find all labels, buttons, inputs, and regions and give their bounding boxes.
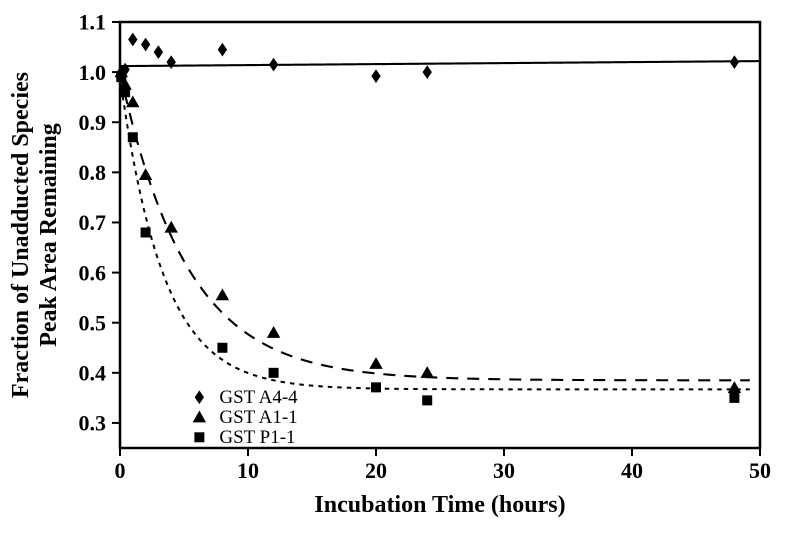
legend-label: GST A1-1	[219, 407, 297, 428]
chart-svg: 01020304050 0.30.40.50.60.70.80.91.01.1 …	[0, 0, 800, 545]
x-tick-label: 20	[365, 458, 387, 483]
data-point-triangle	[193, 411, 206, 423]
data-point-triangle	[139, 168, 152, 180]
x-tick-label: 10	[237, 458, 259, 483]
data-point-square	[128, 132, 138, 142]
data-points	[115, 33, 742, 406]
y-tick-labels: 0.3 0.4 0.5 0.6 0.7 0.8 0.9 1.0 1.1	[79, 10, 107, 436]
y-tick-label: 0.9	[79, 110, 107, 135]
y-tick-label: 0.8	[79, 160, 107, 185]
data-point-diamond	[154, 45, 163, 59]
data-point-diamond	[423, 65, 432, 79]
chart-container: { "chart": { "type": "scatter-with-fit",…	[0, 0, 800, 545]
data-point-diamond	[128, 33, 137, 47]
x-axis-title: Incubation Time (hours)	[314, 492, 565, 518]
data-point-diamond	[167, 55, 176, 69]
data-point-triangle	[420, 366, 433, 378]
fit-line-GST-P1-1	[120, 77, 750, 389]
data-point-square	[141, 227, 151, 237]
x-tick-labels: 0 10 20 30 40 50	[115, 458, 772, 483]
legend-label: GST A4-4	[219, 387, 298, 408]
plot-frame	[120, 22, 760, 448]
y-axis-title-line2: Peak Area Remaining	[36, 123, 62, 347]
x-tick-label: 30	[493, 458, 515, 483]
data-point-triangle	[126, 95, 139, 107]
x-tick-label: 40	[621, 458, 643, 483]
data-point-diamond	[730, 55, 739, 69]
data-point-diamond	[141, 38, 150, 52]
data-point-triangle	[216, 288, 229, 300]
data-point-square	[194, 432, 204, 442]
legend-label: GST P1-1	[219, 427, 295, 448]
data-point-square	[729, 393, 739, 403]
y-tick-label: 1.1	[79, 10, 107, 35]
data-point-square	[217, 343, 227, 353]
y-axis-title-line1: Fraction of Unadducted Species	[8, 72, 34, 398]
data-point-diamond	[371, 69, 380, 83]
x-tick-label: 0	[115, 458, 126, 483]
y-tick-label: 0.4	[79, 361, 107, 386]
legend: GST A4-4GST A1-1GST P1-1	[193, 387, 299, 448]
data-point-diamond	[218, 43, 227, 57]
fit-lines	[120, 61, 760, 389]
y-tick-label: 0.7	[79, 210, 107, 235]
x-tick-label: 50	[749, 458, 771, 483]
data-point-square	[371, 382, 381, 392]
data-point-square	[422, 395, 432, 405]
data-point-diamond	[195, 390, 204, 404]
y-tick-label: 1.0	[79, 60, 107, 85]
fit-line-GST-A1-1	[120, 72, 750, 380]
data-point-square	[116, 72, 126, 82]
data-point-square	[269, 368, 279, 378]
y-tick-label: 0.5	[79, 310, 107, 335]
data-point-triangle	[369, 357, 382, 369]
data-point-diamond	[269, 58, 278, 72]
data-point-triangle	[267, 326, 280, 338]
y-tick-label: 0.3	[79, 411, 107, 436]
data-point-triangle	[728, 381, 741, 393]
y-tick-label: 0.6	[79, 260, 107, 285]
data-point-triangle	[164, 221, 177, 233]
data-point-square	[120, 87, 130, 97]
fit-line-GST-A4-4	[120, 61, 760, 66]
